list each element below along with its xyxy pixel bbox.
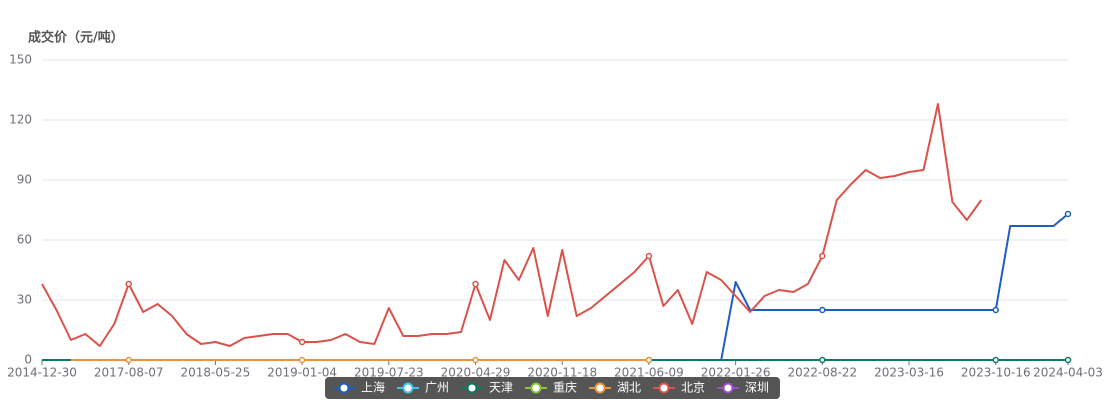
point-marker — [645, 252, 653, 260]
series-line — [41, 103, 983, 347]
x-tick-label: 2018-05-25 — [181, 366, 251, 380]
legend-icon[interactable] — [722, 382, 734, 394]
point-marker — [298, 338, 306, 346]
y-tick-label: 150 — [9, 53, 32, 67]
legend-label[interactable]: 北京 — [681, 381, 705, 395]
y-tick-label: 90 — [17, 173, 32, 187]
y-tick-label: 0 — [24, 353, 32, 367]
x-tick-label: 2014-12-30 — [7, 366, 77, 380]
x-tick-label: 2022-01-26 — [701, 366, 771, 380]
legend-icon[interactable] — [530, 382, 542, 394]
point-marker — [472, 280, 479, 288]
point-marker — [819, 356, 826, 364]
x-tick-label: 2017-08-07 — [94, 366, 164, 380]
legend-label[interactable]: 深圳 — [745, 381, 769, 395]
point-marker — [819, 252, 826, 260]
x-tick-label: 2022-08-22 — [787, 366, 857, 380]
point-marker — [125, 356, 132, 364]
y-tick-label: 120 — [9, 113, 32, 127]
point-marker — [472, 356, 479, 364]
point-marker — [1064, 210, 1072, 218]
x-tick-label: 2024-04-03 — [1033, 366, 1103, 380]
legend-icon[interactable] — [594, 382, 606, 394]
legend-label[interactable]: 上海 — [361, 380, 385, 395]
x-tick-label: 2021-06-09 — [614, 366, 684, 380]
x-tick-label: 2019-01-04 — [267, 366, 337, 380]
x-tick-label: 2023-10-16 — [961, 366, 1031, 380]
series-line — [720, 213, 1069, 361]
legend-background — [325, 377, 780, 399]
point-marker — [819, 306, 826, 314]
legend-label[interactable]: 天津 — [489, 381, 513, 395]
legend-icon[interactable] — [658, 382, 670, 394]
legend-icon[interactable] — [338, 382, 350, 394]
point-marker — [125, 280, 132, 288]
point-marker — [645, 356, 653, 364]
legend-icon[interactable] — [402, 382, 414, 394]
x-tick-label: 2020-11-18 — [527, 366, 597, 380]
y-axis-title: 成交价（元/吨） — [28, 30, 124, 46]
legend-label[interactable]: 重庆 — [553, 381, 577, 395]
legend-icon[interactable] — [466, 382, 478, 394]
point-marker — [298, 356, 306, 364]
y-tick-label: 30 — [17, 293, 32, 307]
x-tick-label: 2019-07-23 — [354, 366, 424, 380]
point-marker — [992, 356, 999, 364]
legend-label[interactable]: 广州 — [425, 381, 449, 395]
legend-label[interactable]: 湖北 — [617, 380, 641, 395]
y-tick-label: 60 — [17, 233, 32, 247]
point-marker — [1064, 356, 1072, 364]
x-tick-label: 2020-04-29 — [441, 366, 511, 380]
point-marker — [992, 306, 999, 314]
x-tick-label: 2023-03-16 — [874, 366, 944, 380]
